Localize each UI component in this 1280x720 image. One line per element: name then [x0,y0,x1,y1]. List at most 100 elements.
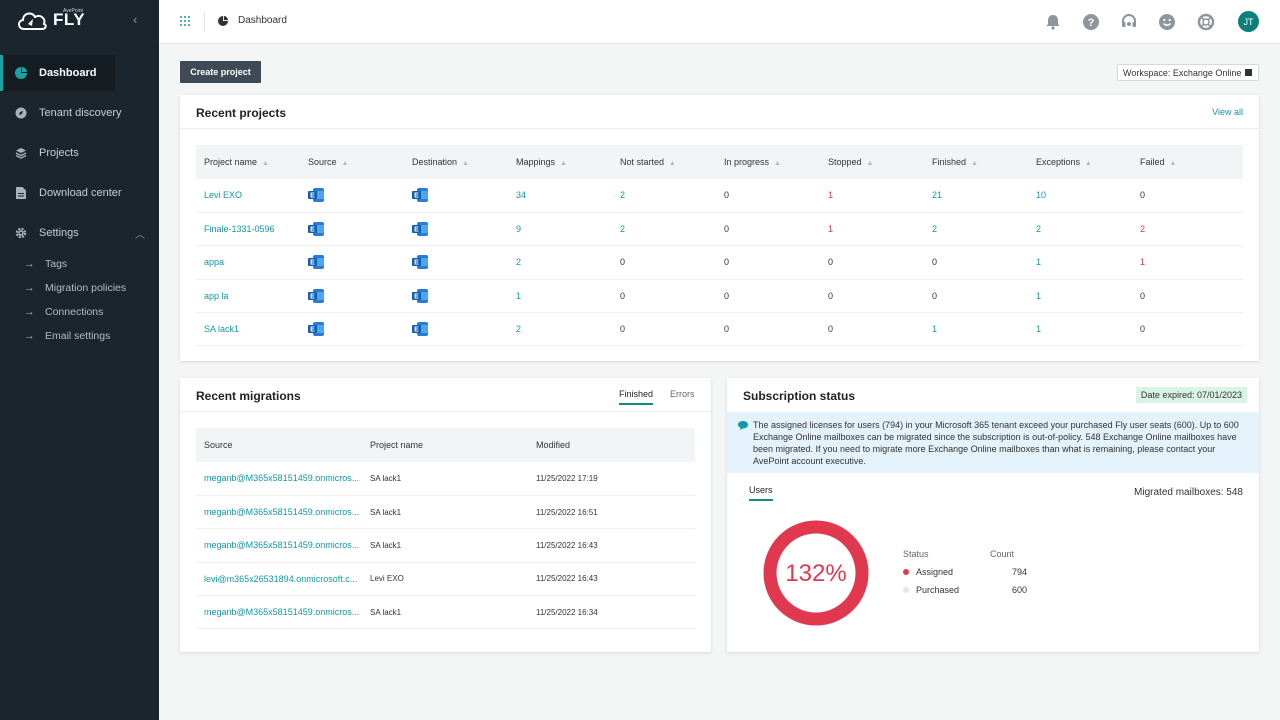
failed-count[interactable]: 2 [1132,212,1243,247]
exceptions-count[interactable]: 1 [1028,312,1132,347]
column-header[interactable]: Destination ▲ [404,145,508,179]
support-lifebuoy-icon[interactable] [1197,13,1215,31]
avatar[interactable]: JT [1238,11,1259,32]
finished-count[interactable]: 2 [924,212,1028,247]
project-name-link[interactable]: app la [196,279,300,314]
table-row: meganb@M365x58151459.onmicros... SA lack1… [196,462,695,496]
smiley-icon[interactable] [1158,13,1176,31]
in-progress-count: 0 [716,312,820,347]
in-progress-count: 0 [716,179,820,213]
stopped-count[interactable]: 1 [820,179,924,213]
source-mailbox-link[interactable]: meganb@M365x58151459.onmicros... [196,462,362,496]
not-started-count: 0 [612,279,716,314]
external-link-icon [1245,69,1252,76]
mappings-count[interactable]: 9 [508,212,612,247]
finished-count[interactable]: 1 [924,312,1028,347]
exceptions-count[interactable]: 1 [1028,245,1132,280]
stopped-count: 0 [820,312,924,347]
exceptions-count[interactable]: 2 [1028,212,1132,247]
project-name-link[interactable]: Levi EXO [196,179,300,213]
fly-logo[interactable]: AvePoint FLY [15,8,85,32]
tab-errors[interactable]: Errors [670,389,695,399]
tab-users[interactable]: Users [749,485,773,501]
column-header[interactable]: Finished ▲ [924,145,1028,179]
sidebar-item-label: Tenant discovery [39,107,122,119]
project-name: SA lack1 [362,595,528,630]
divider [180,411,711,412]
card-title: Subscription status [743,389,856,403]
in-progress-count: 0 [716,245,820,280]
project-name-link[interactable]: appa [196,245,300,280]
source-mailbox-link[interactable]: meganb@M365x58151459.onmicros... [196,595,362,630]
column-header[interactable]: Not started ▲ [612,145,716,179]
headset-icon[interactable] [1120,13,1138,31]
column-header[interactable]: Failed ▲ [1132,145,1243,179]
sidebar-item-tenant-discovery[interactable]: Tenant discovery [0,95,159,131]
modified-time: 11/25/2022 16:43 [528,528,695,563]
not-started-count[interactable]: 2 [612,179,716,213]
svg-text:E: E [310,227,315,234]
sidebar-item-download-center[interactable]: Download center [0,175,159,211]
app-launcher-icon[interactable] [179,15,191,30]
column-header[interactable]: Exceptions ▲ [1028,145,1132,179]
column-header[interactable]: Stopped ▲ [820,145,924,179]
source-mailbox-link[interactable]: meganb@M365x58151459.onmicros... [196,528,362,563]
tab-finished[interactable]: Finished [619,389,654,405]
svg-text:E: E [310,327,315,334]
column-header: Source [196,428,362,462]
exceptions-count[interactable]: 1 [1028,279,1132,314]
sidebar-subitem-label: Migration policies [45,282,127,294]
mappings-count[interactable]: 1 [508,279,612,314]
finished-count: 0 [924,245,1028,280]
sidebar-item-settings[interactable]: Settings ︿ [0,215,159,251]
help-icon[interactable]: ? [1082,13,1100,31]
table-row: appa E E 2 0 0 0 0 1 1 [196,245,1243,280]
project-name-link[interactable]: Finale-1331-0596 [196,212,300,247]
source-exchange-icon: E [300,212,404,247]
column-header-label: Mappings [516,157,556,167]
table-row: meganb@M365x58151459.onmicros... SA lack1… [196,528,695,563]
column-header[interactable]: Project name ▲ [196,145,300,179]
sidebar-subitem-email-settings[interactable]: → Email settings [24,330,110,342]
destination-exchange-icon: E [404,312,508,347]
mappings-count[interactable]: 2 [508,312,612,347]
brand-small: AvePoint [63,8,83,14]
column-header[interactable]: Source ▲ [300,145,404,179]
date-expired-badge: Date expired: 07/01/2023 [1135,387,1247,403]
finished-count[interactable]: 21 [924,179,1028,213]
workspace-selector[interactable]: Workspace: Exchange Online [1117,64,1259,81]
sidebar-item-label: Dashboard [39,67,97,79]
legend-count: 794 [1011,567,1027,577]
legend-status-header: Status [903,549,929,559]
exceptions-count[interactable]: 10 [1028,179,1132,213]
card-title: Recent projects [196,106,287,120]
not-started-count[interactable]: 2 [612,212,716,247]
stopped-count[interactable]: 1 [820,212,924,247]
sidebar-subitem-migration-policies[interactable]: → Migration policies [24,282,126,294]
source-mailbox-link[interactable]: meganb@M365x58151459.onmicros... [196,495,362,530]
source-mailbox-link[interactable]: levi@m365x26531894.onmicrosoft.c... [196,562,362,597]
svg-text:E: E [414,227,419,234]
create-project-button[interactable]: Create project [180,61,261,83]
column-header[interactable]: Mappings ▲ [508,145,612,179]
column-header-label: Exceptions [1036,157,1081,167]
breadcrumb-label: Dashboard [238,15,287,26]
mappings-count[interactable]: 2 [508,245,612,280]
recent-projects-card: Recent projects View all Project name ▲ S… [180,95,1259,361]
sort-icon: ▲ [669,160,676,167]
failed-count[interactable]: 1 [1132,245,1243,280]
view-all-link[interactable]: View all [1212,107,1243,117]
collapse-sidebar-icon[interactable]: ‹ [133,12,138,27]
sidebar-subitem-tags[interactable]: → Tags [24,258,67,270]
column-header[interactable]: In progress ▲ [716,145,820,179]
sidebar-item-dashboard[interactable]: Dashboard [0,55,115,91]
bell-icon[interactable] [1044,13,1062,31]
column-header-label: Finished [932,157,967,167]
sidebar-subitem-connections[interactable]: → Connections [24,306,103,318]
legend-label: Assigned [916,567,954,577]
table-row: app la E E 1 0 0 0 0 1 0 [196,279,1243,314]
project-name-link[interactable]: SA lack1 [196,312,300,347]
recent-migrations-card: Recent migrations Finished Errors Source… [180,378,711,652]
mappings-count[interactable]: 34 [508,179,612,213]
sidebar-item-projects[interactable]: Projects [0,135,159,171]
